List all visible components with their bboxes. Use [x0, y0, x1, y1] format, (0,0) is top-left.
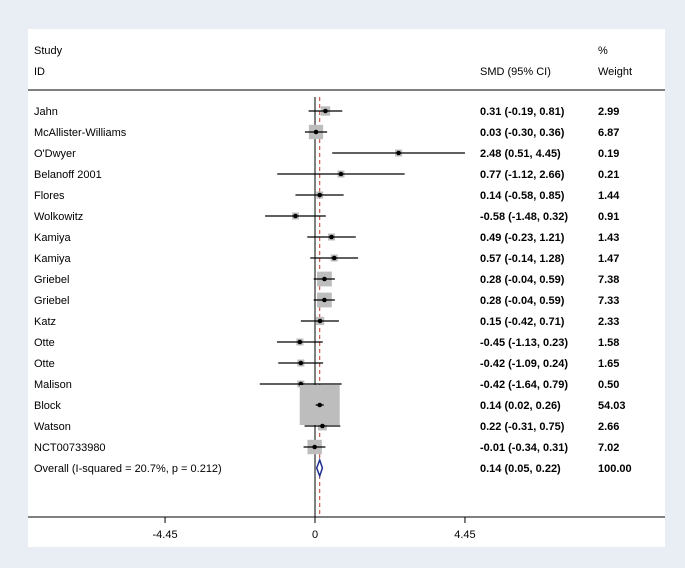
study-smd-ci-label: -0.58 (-1.48, 0.32): [480, 211, 568, 223]
study-smd-ci-label: 0.15 (-0.42, 0.71): [480, 316, 565, 328]
overall-diamond: [315, 457, 324, 479]
header-percent: %: [598, 45, 608, 57]
study-point-estimate: [317, 318, 323, 324]
study-point-estimate: [293, 213, 298, 219]
study-smd-ci-label: 0.14 (0.02, 0.26): [480, 400, 561, 412]
study-smd-ci-label: 0.28 (-0.04, 0.59): [480, 295, 565, 307]
study-name: Kamiya: [34, 253, 72, 265]
study-smd-ci-label: 0.77 (-1.12, 2.66): [480, 169, 565, 181]
study-point-estimate: [396, 150, 401, 156]
study-name: Griebel: [34, 295, 69, 307]
study-weight-label: 0.21: [598, 169, 619, 181]
overall-label: Overall (I-squared = 20.7%, p = 0.212): [34, 463, 222, 475]
study-name: Watson: [34, 421, 71, 433]
study-name: Block: [34, 400, 61, 412]
forest-plot-panel: Study ID SMD (95% CI) % Weight Jahn 0.31 …: [28, 29, 665, 547]
study-weight-label: 0.91: [598, 211, 619, 223]
study-weight-label: 2.99: [598, 106, 619, 118]
study-name: Katz: [34, 316, 56, 328]
study-name: Malison: [34, 379, 72, 391]
study-point-estimate: [317, 192, 323, 198]
study-smd-ci-label: 0.03 (-0.30, 0.36): [480, 127, 565, 139]
overall-smd-ci-label: 0.14 (0.05, 0.22): [480, 463, 561, 475]
study-point-estimate: [329, 234, 334, 240]
study-name: Flores: [34, 190, 65, 202]
study-smd-ci-label: -0.01 (-0.34, 0.31): [480, 442, 568, 454]
x-tick-label: -4.45: [152, 529, 177, 541]
study-smd-ci-label: 0.31 (-0.19, 0.81): [480, 106, 565, 118]
study-name: Kamiya: [34, 232, 72, 244]
study-name: Wolkowitz: [34, 211, 83, 223]
study-weight-label: 7.38: [598, 274, 619, 286]
study-weight-label: 0.19: [598, 148, 619, 160]
study-point-estimate: [298, 360, 304, 366]
header-study: Study: [34, 45, 63, 57]
study-point-estimate: [322, 297, 327, 303]
study-point-estimate: [338, 171, 344, 177]
study-weight-label: 7.33: [598, 295, 619, 307]
study-point-estimate: [331, 255, 337, 261]
study-weight-label: 7.02: [598, 442, 619, 454]
study-point-estimate: [297, 339, 303, 345]
study-name: Otte: [34, 337, 55, 349]
study-name: Jahn: [34, 106, 58, 118]
study-point-estimate: [320, 423, 325, 429]
header-weight: Weight: [598, 66, 633, 78]
study-smd-ci-label: 0.14 (-0.58, 0.85): [480, 190, 565, 202]
study-smd-ci-label: 0.22 (-0.31, 0.75): [480, 421, 565, 433]
study-point-estimate: [317, 402, 323, 408]
study-weight-label: 1.43: [598, 232, 619, 244]
study-point-estimate: [323, 108, 328, 114]
study-name: Otte: [34, 358, 55, 370]
study-smd-ci-label: 0.57 (-0.14, 1.28): [480, 253, 565, 265]
study-smd-ci-label: 0.28 (-0.04, 0.59): [480, 274, 565, 286]
study-name: Griebel: [34, 274, 69, 286]
study-name: McAllister-Williams: [34, 127, 127, 139]
study-smd-ci-label: 2.48 (0.51, 4.45): [480, 148, 561, 160]
study-weight-label: 1.65: [598, 358, 619, 370]
study-weight-label: 54.03: [598, 400, 626, 412]
study-weight-label: 1.58: [598, 337, 619, 349]
study-point-estimate: [312, 444, 317, 450]
study-weight-label: 2.33: [598, 316, 619, 328]
study-name: Belanoff 2001: [34, 169, 102, 181]
x-tick-label: 0: [312, 529, 318, 541]
header-id: ID: [34, 66, 45, 78]
study-smd-ci-label: 0.49 (-0.23, 1.21): [480, 232, 565, 244]
overall-weight-label: 100.00: [598, 463, 632, 475]
study-point-estimate: [313, 129, 319, 135]
study-weight-label: 1.44: [598, 190, 620, 202]
forest-plot-svg: Jahn 0.31 (-0.19, 0.81) 2.99 McAllister-Wil…: [28, 89, 665, 541]
x-tick-label: 4.45: [454, 529, 475, 541]
study-point-estimate: [322, 276, 327, 282]
study-name: O'Dwyer: [34, 148, 76, 160]
study-name: NCT00733980: [34, 442, 106, 454]
study-weight-label: 1.47: [598, 253, 619, 265]
study-smd-ci-label: -0.42 (-1.09, 0.24): [480, 358, 568, 370]
study-weight-label: 2.66: [598, 421, 619, 433]
study-weight-label: 0.50: [598, 379, 619, 391]
study-weight-label: 6.87: [598, 127, 619, 139]
study-smd-ci-label: -0.42 (-1.64, 0.79): [480, 379, 568, 391]
study-smd-ci-label: -0.45 (-1.13, 0.23): [480, 337, 568, 349]
header-smd-ci: SMD (95% CI): [480, 66, 551, 78]
